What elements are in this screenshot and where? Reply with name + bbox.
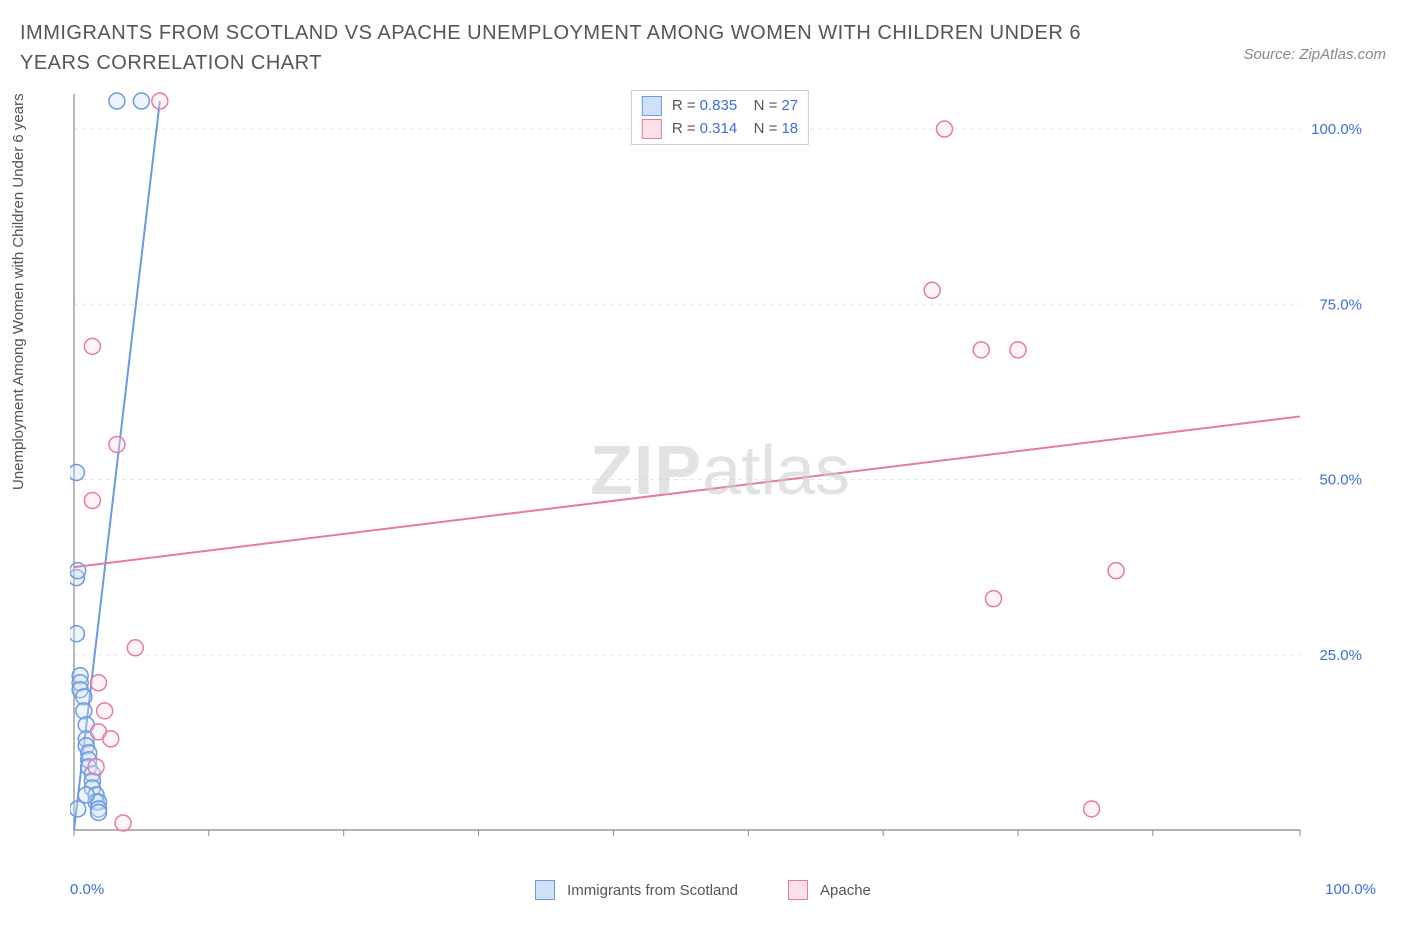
y-tick-label: 25.0% [1319, 647, 1362, 664]
y-tick-label: 50.0% [1319, 472, 1362, 489]
legend-r-value: 0.835 [700, 95, 738, 118]
legend-n-value: 27 [781, 95, 798, 118]
series-name: Immigrants from Scotland [567, 882, 738, 899]
legend-n-value: 18 [781, 118, 798, 141]
series-name: Apache [820, 882, 871, 899]
y-tick-label: 75.0% [1319, 296, 1362, 313]
y-axis-label: Unemployment Among Women with Children U… [10, 93, 27, 490]
scatter-svg: 25.0% 50.0% 75.0% 100.0% [70, 90, 1370, 850]
legend-swatch [642, 96, 662, 116]
chart-title: IMMIGRANTS FROM SCOTLAND VS APACHE UNEMP… [20, 18, 1120, 78]
legend-n-label: N = [741, 118, 777, 141]
y-tick-label: 100.0% [1311, 121, 1362, 138]
correlation-legend: R = 0.835 N = 27R = 0.314 N = 18 [631, 90, 809, 145]
series-legend-item: Apache [788, 880, 871, 900]
legend-swatch [788, 880, 808, 900]
legend-swatch [642, 119, 662, 139]
legend-swatch [535, 880, 555, 900]
legend-row: R = 0.314 N = 18 [642, 118, 798, 141]
legend-r-value: 0.314 [700, 118, 738, 141]
legend-row: R = 0.835 N = 27 [642, 95, 798, 118]
series-legend-item: Immigrants from Scotland [535, 880, 738, 900]
plot-area: 25.0%50.0%75.0%100.0% ZIPatlas R = 0.835… [70, 90, 1370, 850]
series-legend: Immigrants from Scotland Apache [20, 880, 1386, 900]
legend-r-label: R = [672, 95, 696, 118]
source-label: Source: ZipAtlas.com [1243, 46, 1386, 63]
legend-r-label: R = [672, 118, 696, 141]
legend-n-label: N = [741, 95, 777, 118]
